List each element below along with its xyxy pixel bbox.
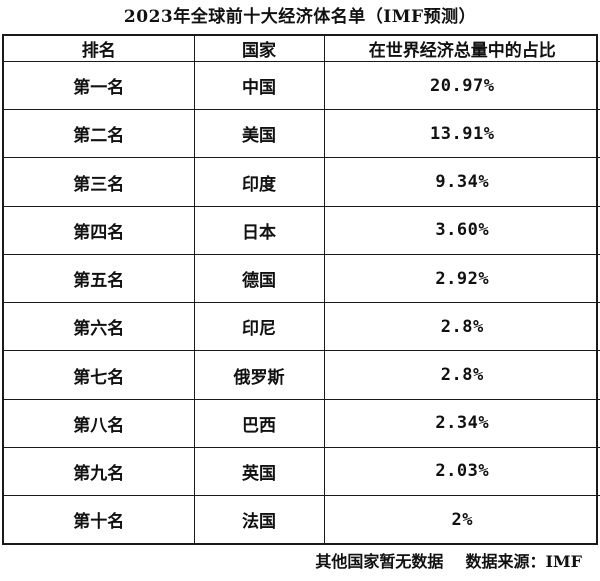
country-cell: 德国 (193, 253, 325, 304)
header-rank: 排名 (4, 36, 195, 62)
country-cell: 英国 (193, 446, 325, 497)
rank-cell: 第五名 (4, 253, 195, 304)
table-body: 第一名 中国 20.97% 第二名 美国 13.91% 第三名 印度 9.34% 第四名 日本 3.6… (4, 61, 600, 543)
share-cell: 2.8% (323, 302, 600, 352)
country-cell: 日本 (193, 205, 325, 255)
table-row: 第三名 印度 9.34% (4, 157, 600, 207)
share-cell: 3.60% (323, 205, 600, 255)
share-cell: 13.91% (323, 109, 600, 159)
table-row: 第六名 印尼 2.8% (4, 302, 600, 352)
share-cell: 2.34% (323, 398, 600, 448)
ranking-table-frame: 排名 国家 在世界经济总量中的占比 第一名 中国 20.97% 第二名 美国 13.91%… (2, 34, 600, 545)
footer-note: 其他国家暂无数据 (315, 552, 444, 571)
table-row: 第九名 英国 2.03% (4, 446, 600, 497)
rank-cell: 第二名 (4, 109, 195, 159)
header-country: 国家 (193, 36, 325, 62)
table-row: 第四名 日本 3.60% (4, 205, 600, 255)
table-row: 第七名 俄罗斯 2.8% (4, 350, 600, 400)
rank-cell: 第一名 (4, 61, 195, 111)
share-cell: 2.03% (323, 446, 600, 497)
rank-cell: 第十名 (4, 495, 195, 543)
rank-cell: 第七名 (4, 350, 195, 400)
share-cell: 2.8% (323, 350, 600, 400)
header-row: 排名 国家 在世界经济总量中的占比 (4, 36, 600, 62)
table-title: 2023年全球前十大经济体名单（IMF预测） (123, 7, 477, 27)
footer-source: 数据来源：IMF (465, 552, 582, 571)
country-cell: 法国 (193, 495, 325, 543)
rank-cell: 第四名 (4, 205, 195, 255)
rank-cell: 第六名 (4, 302, 195, 352)
ranking-table: 排名 国家 在世界经济总量中的占比 第一名 中国 20.97% 第二名 美国 13.91%… (4, 36, 600, 543)
country-cell: 巴西 (193, 398, 325, 448)
rank-cell: 第八名 (4, 398, 195, 448)
country-cell: 印度 (193, 157, 325, 207)
country-cell: 中国 (193, 61, 325, 111)
rank-cell: 第九名 (4, 446, 195, 497)
country-cell: 俄罗斯 (193, 350, 325, 400)
share-cell: 20.97% (323, 61, 600, 111)
footer: 其他国家暂无数据 数据来源：IMF (315, 551, 582, 573)
share-cell: 2% (323, 495, 600, 543)
table-row: 第十名 法国 2% (4, 495, 600, 543)
share-cell: 2.92% (323, 253, 600, 304)
table-row: 第八名 巴西 2.34% (4, 398, 600, 448)
table-row: 第五名 德国 2.92% (4, 253, 600, 304)
header-share: 在世界经济总量中的占比 (323, 36, 600, 62)
rank-cell: 第三名 (4, 157, 195, 207)
table-row: 第一名 中国 20.97% (4, 61, 600, 111)
table-row: 第二名 美国 13.91% (4, 109, 600, 159)
country-cell: 印尼 (193, 302, 325, 352)
share-cell: 9.34% (323, 157, 600, 207)
country-cell: 美国 (193, 109, 325, 159)
